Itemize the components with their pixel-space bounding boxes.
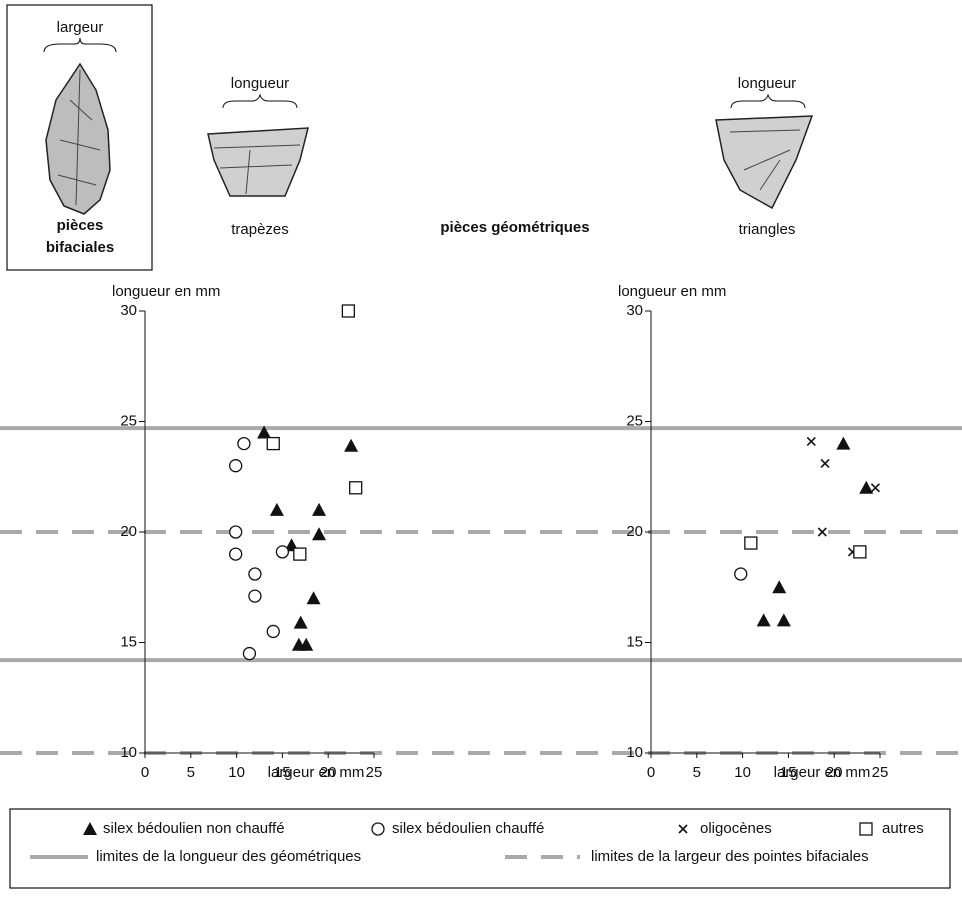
header-dimension: longueur xyxy=(231,75,289,92)
square-marker xyxy=(341,304,356,318)
circle-marker xyxy=(371,822,385,836)
triangle-marker xyxy=(312,502,327,516)
center-label: pièces géométriques xyxy=(440,219,589,236)
trapeze-detail xyxy=(213,144,301,195)
x-tick-label: 20 xyxy=(320,764,337,781)
x-tick-label: 25 xyxy=(872,764,889,781)
triangle-detail xyxy=(729,129,801,191)
header-dimension: largeur xyxy=(57,19,104,36)
triangle-marker xyxy=(257,425,272,439)
legend-label: silex bédoulien chauffé xyxy=(392,820,544,837)
y-tick-label: 30 xyxy=(626,302,643,319)
series xyxy=(756,436,874,627)
circle-marker xyxy=(266,624,280,639)
circle-marker xyxy=(229,459,243,473)
series xyxy=(744,536,867,559)
header-label: pièces xyxy=(57,217,104,234)
series xyxy=(734,567,748,581)
x-tick-label: 15 xyxy=(274,764,291,781)
header-dimension: longueur xyxy=(738,75,796,92)
brace xyxy=(730,93,806,109)
brace xyxy=(43,37,117,53)
x-tick-label: 15 xyxy=(780,764,797,781)
triangle-marker xyxy=(776,613,791,627)
triangle-marker xyxy=(83,822,97,835)
square-marker xyxy=(349,481,363,495)
bifacial-detail xyxy=(57,69,101,206)
legend-label: autres xyxy=(882,820,924,837)
y-tick-label: 20 xyxy=(626,523,643,540)
y-tick-label: 25 xyxy=(120,412,137,429)
x-tick-label: 25 xyxy=(366,764,383,781)
x-tick-label: 10 xyxy=(734,764,751,781)
triangle-marker xyxy=(312,527,327,541)
legend-label: oligocènes xyxy=(700,820,772,837)
x-tick-label: 10 xyxy=(228,764,245,781)
brace xyxy=(222,93,298,109)
cross-marker xyxy=(817,527,827,537)
cross-marker xyxy=(870,483,880,493)
series xyxy=(229,436,290,661)
series xyxy=(266,304,363,561)
bifacial-box xyxy=(6,4,153,271)
y-tick-label: 10 xyxy=(120,744,137,761)
circle-marker xyxy=(242,646,257,661)
square-marker xyxy=(853,545,867,559)
y-tick-label: 15 xyxy=(120,633,137,650)
header-label: bifaciales xyxy=(46,239,114,256)
circle-marker xyxy=(229,525,243,539)
series xyxy=(257,425,359,651)
circle-marker xyxy=(229,547,243,561)
cross-marker xyxy=(678,824,688,834)
circle-marker xyxy=(275,545,290,559)
legend-label: limites de la largeur des pointes bifaci… xyxy=(591,848,869,865)
circle-marker xyxy=(237,436,251,451)
triangle-drawing xyxy=(715,115,814,210)
x-tick-label: 5 xyxy=(693,764,701,781)
y-tick-label: 30 xyxy=(120,302,137,319)
legend-label: silex bédoulien non chauffé xyxy=(103,820,285,837)
y-axis-label: longueur en mm xyxy=(618,283,726,300)
square-marker xyxy=(293,547,307,561)
series xyxy=(806,436,880,557)
x-tick-label: 20 xyxy=(826,764,843,781)
x-tick-label: 0 xyxy=(141,764,149,781)
triangle-marker xyxy=(836,436,851,450)
triangle-marker xyxy=(756,613,771,627)
triangle-marker xyxy=(299,637,314,651)
header-label: triangles xyxy=(739,221,796,238)
square-marker xyxy=(266,436,280,451)
x-tick-label: 5 xyxy=(187,764,195,781)
triangle-marker xyxy=(859,480,874,494)
triangle-marker xyxy=(772,580,787,594)
y-tick-label: 10 xyxy=(626,744,643,761)
triangle-marker xyxy=(269,502,284,516)
square-marker xyxy=(859,822,873,836)
x-tick-label: 0 xyxy=(647,764,655,781)
cross-marker xyxy=(820,458,830,469)
triangle-marker xyxy=(306,591,321,605)
legend-box xyxy=(9,808,951,889)
trapeze-drawing xyxy=(207,127,309,197)
y-tick-label: 20 xyxy=(120,523,137,540)
triangle-marker xyxy=(293,615,308,629)
cross-marker xyxy=(806,436,816,446)
circle-marker xyxy=(248,567,262,581)
y-tick-label: 15 xyxy=(626,633,643,650)
legend-label: limites de la longueur des géométriques xyxy=(96,848,361,865)
y-tick-label: 25 xyxy=(626,412,643,429)
x-axis-label: largeur en mm xyxy=(774,764,871,781)
circle-marker xyxy=(734,567,748,581)
circle-marker xyxy=(248,589,262,603)
header-label: trapèzes xyxy=(231,221,289,238)
triangle-marker xyxy=(344,438,359,452)
x-axis-label: largeur en mm xyxy=(268,764,365,781)
y-axis-label: longueur en mm xyxy=(112,283,220,300)
square-marker xyxy=(744,536,758,550)
